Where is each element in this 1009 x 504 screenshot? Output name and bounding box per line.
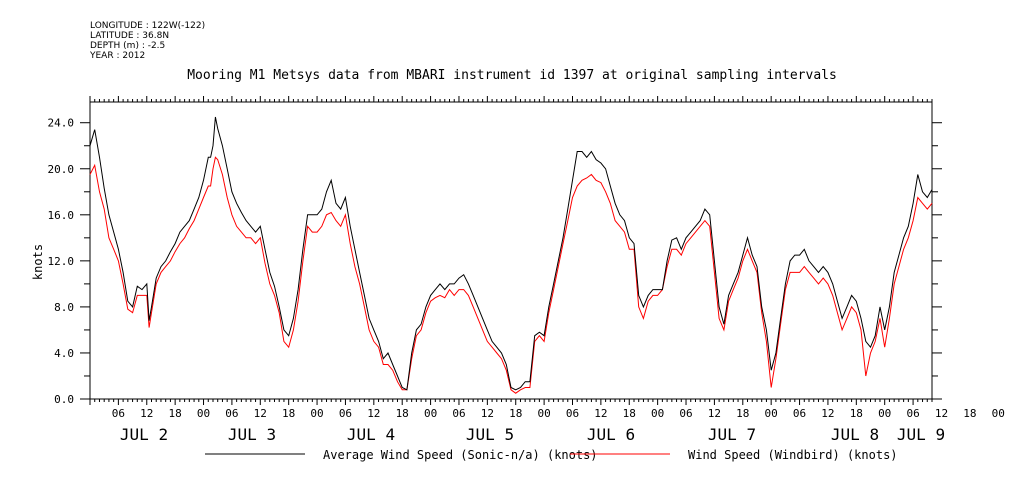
x-hour-label: 06 (793, 407, 806, 420)
x-hour-label: 12 (708, 407, 721, 420)
x-hour-label: 00 (537, 407, 550, 420)
x-hour-label: 06 (112, 407, 125, 420)
chart-title: Mooring M1 Metsys data from MBARI instru… (187, 68, 837, 83)
x-hour-label: 12 (367, 407, 380, 420)
x-day-label: JUL 4 (347, 425, 395, 444)
legend-label-sonic: Average Wind Speed (Sonic-n/a) (knots) (323, 448, 598, 462)
x-hour-label: 06 (452, 407, 465, 420)
x-hour-label: 18 (963, 407, 976, 420)
y-axis-label: knots (31, 244, 45, 280)
x-hour-label: 00 (992, 407, 1005, 420)
x-hour-label: 12 (821, 407, 834, 420)
x-hour-label: 12 (254, 407, 267, 420)
plot-area-frame (89, 101, 933, 400)
y-tick-label: 24.0 (48, 117, 75, 130)
series-line-sonic (89, 116, 933, 391)
x-day-label: JUL 5 (466, 425, 514, 444)
x-hour-label: 00 (310, 407, 323, 420)
x-hour-label: 18 (396, 407, 409, 420)
x-day-label: JUL 7 (708, 425, 756, 444)
x-hour-label: 12 (140, 407, 153, 420)
x-hour-label: 06 (339, 407, 352, 420)
x-hour-label: 00 (424, 407, 437, 420)
x-hour-label: 06 (225, 407, 238, 420)
x-hour-label: 06 (906, 407, 919, 420)
x-hour-label: 06 (566, 407, 579, 420)
x-hour-label: 18 (282, 407, 295, 420)
y-tick-label: 20.0 (48, 163, 75, 176)
metadata-block: LONGITUDE : 122W(-122) LATITUDE : 36.8N … (90, 21, 205, 61)
x-hour-label: 18 (736, 407, 749, 420)
y-tick-label: 12.0 (48, 255, 75, 268)
x-hour-label: 00 (197, 407, 210, 420)
x-hour-label: 18 (850, 407, 863, 420)
x-hour-label: 00 (765, 407, 778, 420)
y-tick-label: 8.0 (54, 301, 74, 314)
x-hour-label: 18 (509, 407, 522, 420)
series-line-windbird (89, 156, 933, 394)
legend: Average Wind Speed (Sonic-n/a) (knots) W… (205, 448, 898, 462)
x-day-label: JUL 9 (897, 425, 945, 444)
x-hour-label: 12 (594, 407, 607, 420)
x-hour-label: 06 (679, 407, 692, 420)
longitude-label: LONGITUDE : 122W(-122) (90, 21, 206, 31)
x-hour-label: 12 (935, 407, 948, 420)
x-hour-label: 12 (481, 407, 494, 420)
x-hour-label: 00 (878, 407, 891, 420)
x-hour-label: 00 (651, 407, 664, 420)
depth-label: DEPTH (m) : -2.5 (90, 41, 166, 51)
x-hour-label: 18 (623, 407, 636, 420)
x-day-label: JUL 8 (831, 425, 879, 444)
x-hour-label: 18 (169, 407, 182, 420)
year-label: YEAR : 2012 (90, 51, 146, 61)
y-tick-label: 4.0 (54, 347, 74, 360)
x-day-label: JUL 2 (120, 425, 168, 444)
y-tick-label: 16.0 (48, 209, 75, 222)
legend-label-windbird: Wind Speed (Windbird) (knots) (688, 448, 898, 462)
x-day-label: JUL 6 (587, 425, 635, 444)
x-day-label: JUL 3 (228, 425, 276, 444)
latitude-label: LATITUDE : 36.8N (90, 31, 170, 41)
y-tick-label: 0.0 (54, 393, 74, 406)
